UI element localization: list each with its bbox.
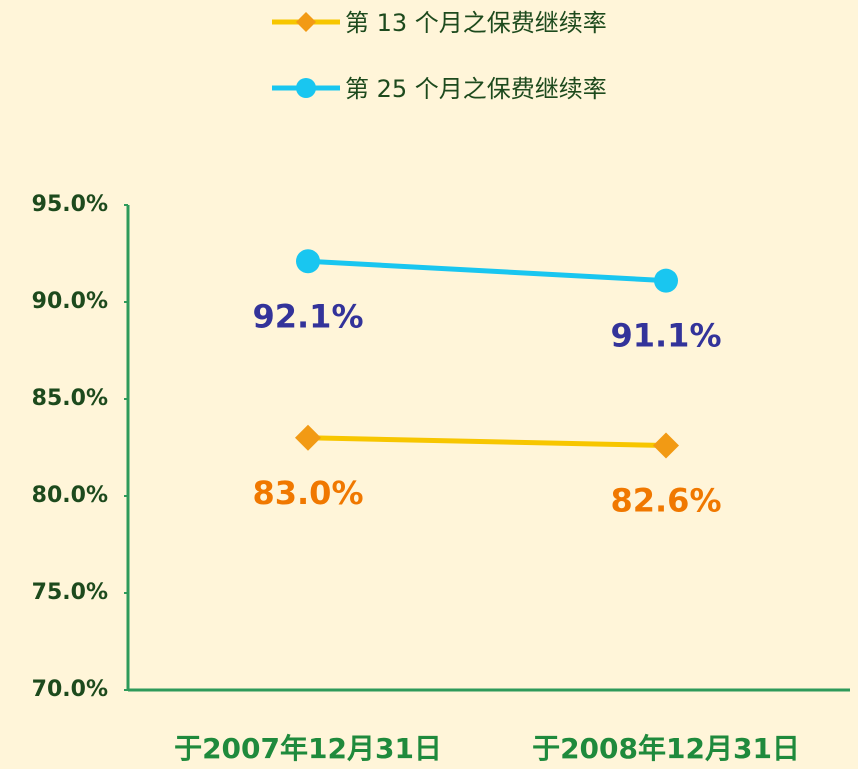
legend-label: 第 13 个月之保费继续率	[345, 9, 607, 37]
data-label: 83.0%	[252, 474, 363, 512]
legend-marker	[296, 78, 316, 98]
data-label: 82.6%	[610, 482, 721, 520]
x-tick-label: 于2008年12月31日	[532, 732, 800, 765]
y-tick-label: 90.0%	[32, 289, 108, 314]
marker	[295, 424, 321, 451]
y-tick-label: 95.0%	[32, 192, 108, 217]
series-line	[307, 435, 667, 449]
y-tick-label: 80.0%	[32, 483, 108, 508]
data-label: 92.1%	[252, 297, 363, 335]
legend-label: 第 25 个月之保费继续率	[345, 75, 607, 103]
series-line	[307, 258, 667, 284]
x-tick-label: 于2007年12月31日	[174, 732, 442, 765]
marker	[654, 268, 678, 293]
legend-marker	[296, 12, 316, 32]
y-tick-label: 75.0%	[32, 580, 108, 605]
marker	[653, 432, 679, 459]
marker	[296, 249, 320, 274]
data-label: 91.1%	[610, 317, 721, 355]
y-tick-label: 70.0%	[32, 677, 108, 702]
y-tick-label: 85.0%	[32, 386, 108, 411]
